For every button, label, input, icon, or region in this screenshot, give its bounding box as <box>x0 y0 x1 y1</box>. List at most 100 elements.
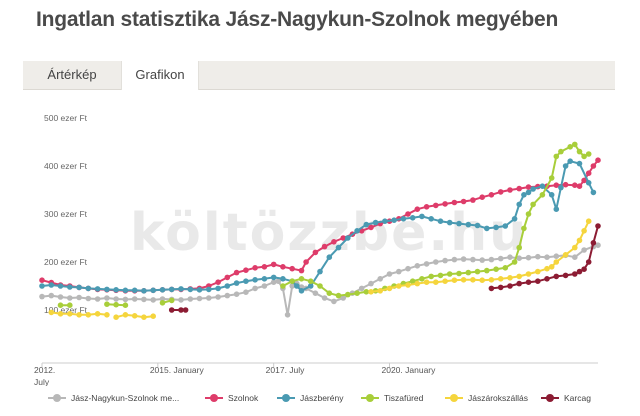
data-point[interactable] <box>168 297 175 304</box>
data-point[interactable] <box>539 183 546 189</box>
data-point[interactable] <box>57 294 64 300</box>
data-point[interactable] <box>182 307 189 313</box>
data-point[interactable] <box>168 286 175 293</box>
data-point[interactable] <box>470 256 476 263</box>
data-point[interactable] <box>122 312 129 318</box>
data-point[interactable] <box>386 271 393 277</box>
data-point[interactable] <box>150 313 156 319</box>
data-point[interactable] <box>433 202 439 209</box>
data-point[interactable] <box>57 311 64 317</box>
data-point[interactable] <box>131 296 138 302</box>
data-point[interactable] <box>516 273 522 280</box>
data-point[interactable] <box>567 144 573 150</box>
data-point[interactable] <box>572 141 578 148</box>
data-point[interactable] <box>544 254 550 260</box>
data-point[interactable] <box>428 216 435 222</box>
data-point[interactable] <box>488 285 495 292</box>
data-point[interactable] <box>377 276 384 282</box>
data-point[interactable] <box>585 180 592 186</box>
data-point[interactable] <box>187 296 194 302</box>
data-point[interactable] <box>307 278 314 284</box>
data-point[interactable] <box>206 286 212 293</box>
data-point[interactable] <box>252 265 258 271</box>
data-point[interactable] <box>405 211 411 217</box>
data-point[interactable] <box>141 314 147 320</box>
data-point[interactable] <box>224 283 231 289</box>
data-point[interactable] <box>368 280 374 287</box>
data-point[interactable] <box>386 285 393 292</box>
data-point[interactable] <box>442 278 448 284</box>
data-point[interactable] <box>261 276 268 282</box>
data-point[interactable] <box>178 297 184 303</box>
legend-item[interactable]: Karcag <box>541 391 591 405</box>
data-point[interactable] <box>535 253 541 260</box>
data-point[interactable] <box>479 257 486 263</box>
data-point[interactable] <box>576 183 583 189</box>
data-point[interactable] <box>562 272 569 279</box>
data-point[interactable] <box>94 286 101 292</box>
data-point[interactable] <box>585 151 592 157</box>
data-point[interactable] <box>141 296 147 303</box>
data-point[interactable] <box>479 277 486 283</box>
data-point[interactable] <box>581 177 587 184</box>
data-point[interactable] <box>553 253 560 259</box>
data-point[interactable] <box>94 311 101 317</box>
data-point[interactable] <box>396 268 402 275</box>
data-point[interactable] <box>576 237 583 244</box>
data-point[interactable] <box>497 284 504 291</box>
data-point[interactable] <box>572 244 578 251</box>
data-point[interactable] <box>548 264 555 270</box>
data-point[interactable] <box>85 285 92 292</box>
data-point[interactable] <box>562 163 569 169</box>
data-point[interactable] <box>159 300 166 306</box>
data-point[interactable] <box>187 286 194 293</box>
data-point[interactable] <box>595 242 601 248</box>
data-point[interactable] <box>484 225 490 232</box>
data-point[interactable] <box>233 280 240 286</box>
data-point[interactable] <box>335 244 342 251</box>
data-point[interactable] <box>521 192 527 198</box>
data-point[interactable] <box>470 277 476 283</box>
legend-item[interactable]: Jászberény <box>277 391 343 405</box>
data-point[interactable] <box>312 290 319 296</box>
data-point[interactable] <box>48 292 55 299</box>
data-point[interactable] <box>345 291 351 298</box>
data-point[interactable] <box>516 244 522 251</box>
data-point[interactable] <box>67 284 73 290</box>
data-point[interactable] <box>585 259 592 265</box>
data-point[interactable] <box>576 148 583 155</box>
data-point[interactable] <box>581 247 587 253</box>
data-point[interactable] <box>548 175 555 181</box>
data-point[interactable] <box>270 274 277 281</box>
data-point[interactable] <box>104 312 110 318</box>
data-point[interactable] <box>57 283 64 289</box>
data-point[interactable] <box>414 206 421 212</box>
data-point[interactable] <box>553 273 560 280</box>
data-point[interactable] <box>391 217 397 223</box>
data-point[interactable] <box>446 271 453 277</box>
data-point[interactable] <box>535 268 541 275</box>
data-point[interactable] <box>460 256 467 262</box>
data-point[interactable] <box>442 257 448 264</box>
data-point[interactable] <box>340 235 347 241</box>
data-point[interactable] <box>284 312 291 318</box>
data-point[interactable] <box>590 189 597 196</box>
data-point[interactable] <box>535 278 541 284</box>
data-point[interactable] <box>243 278 249 284</box>
data-point[interactable] <box>400 216 407 222</box>
data-point[interactable] <box>525 189 532 196</box>
data-point[interactable] <box>122 302 129 308</box>
data-point[interactable] <box>525 211 532 217</box>
data-point[interactable] <box>150 297 156 303</box>
data-point[interactable] <box>451 199 458 206</box>
data-point[interactable] <box>548 192 555 198</box>
data-point[interactable] <box>507 283 513 289</box>
data-point[interactable] <box>233 269 240 276</box>
data-point[interactable] <box>280 276 286 282</box>
data-point[interactable] <box>331 239 337 245</box>
data-point[interactable] <box>317 283 323 289</box>
data-point[interactable] <box>104 286 110 293</box>
data-point[interactable] <box>488 277 495 283</box>
data-point[interactable] <box>423 204 430 210</box>
data-point[interactable] <box>307 283 314 289</box>
